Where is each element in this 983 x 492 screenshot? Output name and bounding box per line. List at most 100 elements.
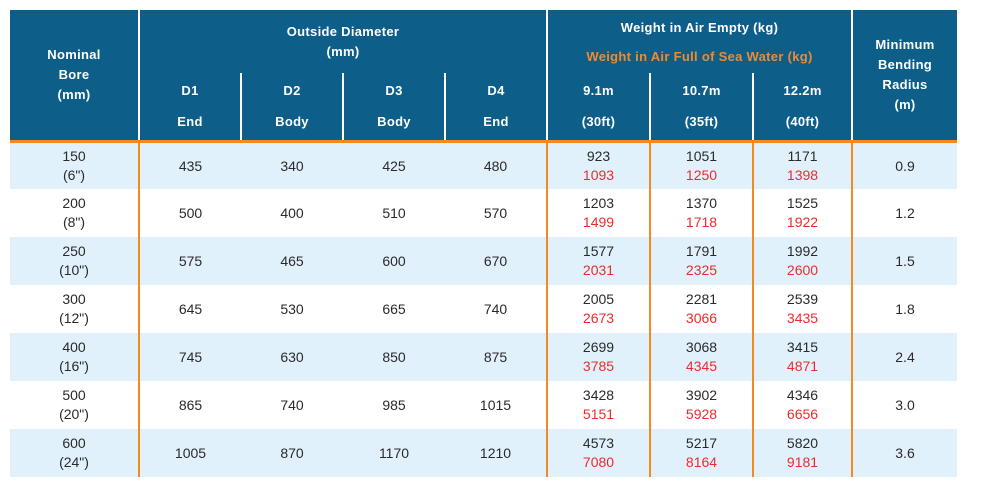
cell-weight-9-1m: 3428 5151 (546, 381, 650, 429)
cell-weight-12-2m: 4346 6656 (752, 381, 853, 429)
cell-weight-10-7m: 3068 4345 (649, 333, 753, 381)
cell-d1: 575 (139, 237, 241, 285)
table-header: Nominal Bore (mm) Outside Diameter (mm) … (10, 10, 957, 141)
cell-d4: 480 (445, 139, 547, 189)
cell-min-bending-radius: 3.6 (852, 429, 957, 477)
cell-nominal-bore: 400 (16") (10, 333, 140, 381)
cell-nominal-bore: 300 (12") (10, 285, 140, 333)
header-d1-position: End (177, 113, 203, 129)
weight-full-value: 4871 (786, 358, 819, 374)
weight-full-value: 9181 (786, 454, 819, 470)
cell-d3: 850 (343, 333, 445, 381)
weight-full-value: 2031 (582, 262, 615, 278)
table-row: 400 (16") 745 630 850 875 2699 3785 3068… (10, 333, 957, 381)
cell-weight-9-1m: 1577 2031 (546, 237, 650, 285)
header-length-metric: 9.1m (583, 82, 614, 98)
weight-empty-value: 3068 (685, 339, 718, 355)
cell-d1: 435 (139, 139, 241, 189)
cell-d1: 1005 (139, 429, 241, 477)
cell-min-bending-radius: 1.5 (852, 237, 957, 285)
cell-d4: 670 (445, 237, 547, 285)
table-row: 150 (6") 435 340 425 480 923 1093 1051 1… (10, 139, 957, 189)
weight-full-value: 1499 (582, 214, 615, 230)
weight-empty-value: 2699 (582, 339, 615, 355)
cell-d1: 865 (139, 381, 241, 429)
weight-full-value: 1250 (685, 166, 718, 183)
cell-d3: 1170 (343, 429, 445, 477)
header-length-imperial: (30ft) (581, 113, 616, 129)
header-outside-diameter-group: Outside Diameter (mm) (139, 10, 547, 73)
cell-min-bending-radius: 0.9 (852, 139, 957, 189)
cell-d3: 600 (343, 237, 445, 285)
weight-full-value: 6656 (786, 406, 819, 422)
cell-nominal-bore: 250 (10") (10, 237, 140, 285)
cell-weight-12-2m: 1171 1398 (752, 139, 853, 189)
header-weight-group: Weight in Air Empty (kg) Weight in Air F… (546, 10, 853, 73)
header-length-10-7m: 10.7m (35ft) (649, 73, 753, 141)
header-length-imperial: (35ft) (684, 113, 719, 129)
cell-d2: 465 (241, 237, 343, 285)
cell-nominal-bore: 600 (24") (10, 429, 140, 477)
weight-empty-value: 3428 (582, 387, 615, 403)
weight-empty-value: 1992 (786, 243, 819, 259)
cell-d4: 1015 (445, 381, 547, 429)
header-d4-label: D4 (487, 82, 505, 98)
weight-full-value: 3066 (685, 310, 718, 326)
header-d4-position: End (483, 113, 509, 129)
weight-full-value: 2673 (582, 310, 615, 326)
cell-d3: 985 (343, 381, 445, 429)
header-d1-label: D1 (181, 82, 199, 98)
weight-empty-value: 1577 (582, 243, 615, 259)
weight-full-value: 1093 (582, 166, 615, 183)
header-d2-position: Body (275, 113, 309, 129)
cell-weight-12-2m: 3415 4871 (752, 333, 853, 381)
cell-weight-10-7m: 5217 8164 (649, 429, 753, 477)
header-d2-body: D2 Body (240, 73, 343, 141)
cell-d2: 870 (241, 429, 343, 477)
header-d3-position: Body (377, 113, 411, 129)
cell-weight-12-2m: 2539 3435 (752, 285, 853, 333)
cell-d3: 665 (343, 285, 445, 333)
header-length-12-2m: 12.2m (40ft) (752, 73, 852, 141)
weight-empty-value: 1203 (582, 195, 615, 211)
table-row: 300 (12") 645 530 665 740 2005 2673 2281… (10, 285, 957, 333)
header-d3-body: D3 Body (342, 73, 445, 141)
cell-d4: 740 (445, 285, 547, 333)
weight-full-value: 7080 (582, 454, 615, 470)
weight-full-value: 8164 (685, 454, 718, 470)
weight-full-value: 2600 (786, 262, 819, 278)
header-length-9-1m: 9.1m (30ft) (546, 73, 650, 141)
cell-min-bending-radius: 1.8 (852, 285, 957, 333)
weight-empty-value: 3415 (786, 339, 819, 355)
cell-d2: 400 (241, 189, 343, 237)
cell-d2: 530 (241, 285, 343, 333)
header-d1-end: D1 End (139, 73, 241, 141)
cell-weight-10-7m: 1051 1250 (649, 139, 753, 189)
weight-empty-value: 1171 (787, 147, 818, 164)
weight-empty-value: 1051 (685, 147, 718, 164)
header-length-metric: 10.7m (682, 82, 721, 98)
weight-empty-value: 3902 (685, 387, 718, 403)
weight-empty-value: 923 (586, 147, 611, 164)
cell-weight-12-2m: 1992 2600 (752, 237, 853, 285)
weight-empty-value: 4346 (786, 387, 819, 403)
cell-min-bending-radius: 3.0 (852, 381, 957, 429)
cell-weight-9-1m: 2005 2673 (546, 285, 650, 333)
weight-empty-value: 1525 (786, 195, 819, 211)
weight-full-value: 1922 (786, 214, 819, 230)
cell-nominal-bore: 500 (20") (10, 381, 140, 429)
weight-full-value: 1718 (685, 214, 718, 230)
cell-d4: 1210 (445, 429, 547, 477)
cell-weight-10-7m: 1791 2325 (649, 237, 753, 285)
cell-d1: 645 (139, 285, 241, 333)
weight-full-value: 1398 (786, 166, 819, 183)
weight-empty-value: 5820 (786, 435, 819, 451)
table-row: 500 (20") 865 740 985 1015 3428 5151 390… (10, 381, 957, 429)
table-row: 250 (10") 575 465 600 670 1577 2031 1791… (10, 237, 957, 285)
header-weight-full-label: Weight in Air Full of Sea Water (kg) (586, 48, 813, 64)
cell-nominal-bore: 200 (8") (10, 189, 140, 237)
pipe-specification-table: Nominal Bore (mm) Outside Diameter (mm) … (10, 10, 957, 477)
cell-weight-12-2m: 1525 1922 (752, 189, 853, 237)
header-min-bending-radius: Minimum Bending Radius (m) (851, 10, 957, 141)
